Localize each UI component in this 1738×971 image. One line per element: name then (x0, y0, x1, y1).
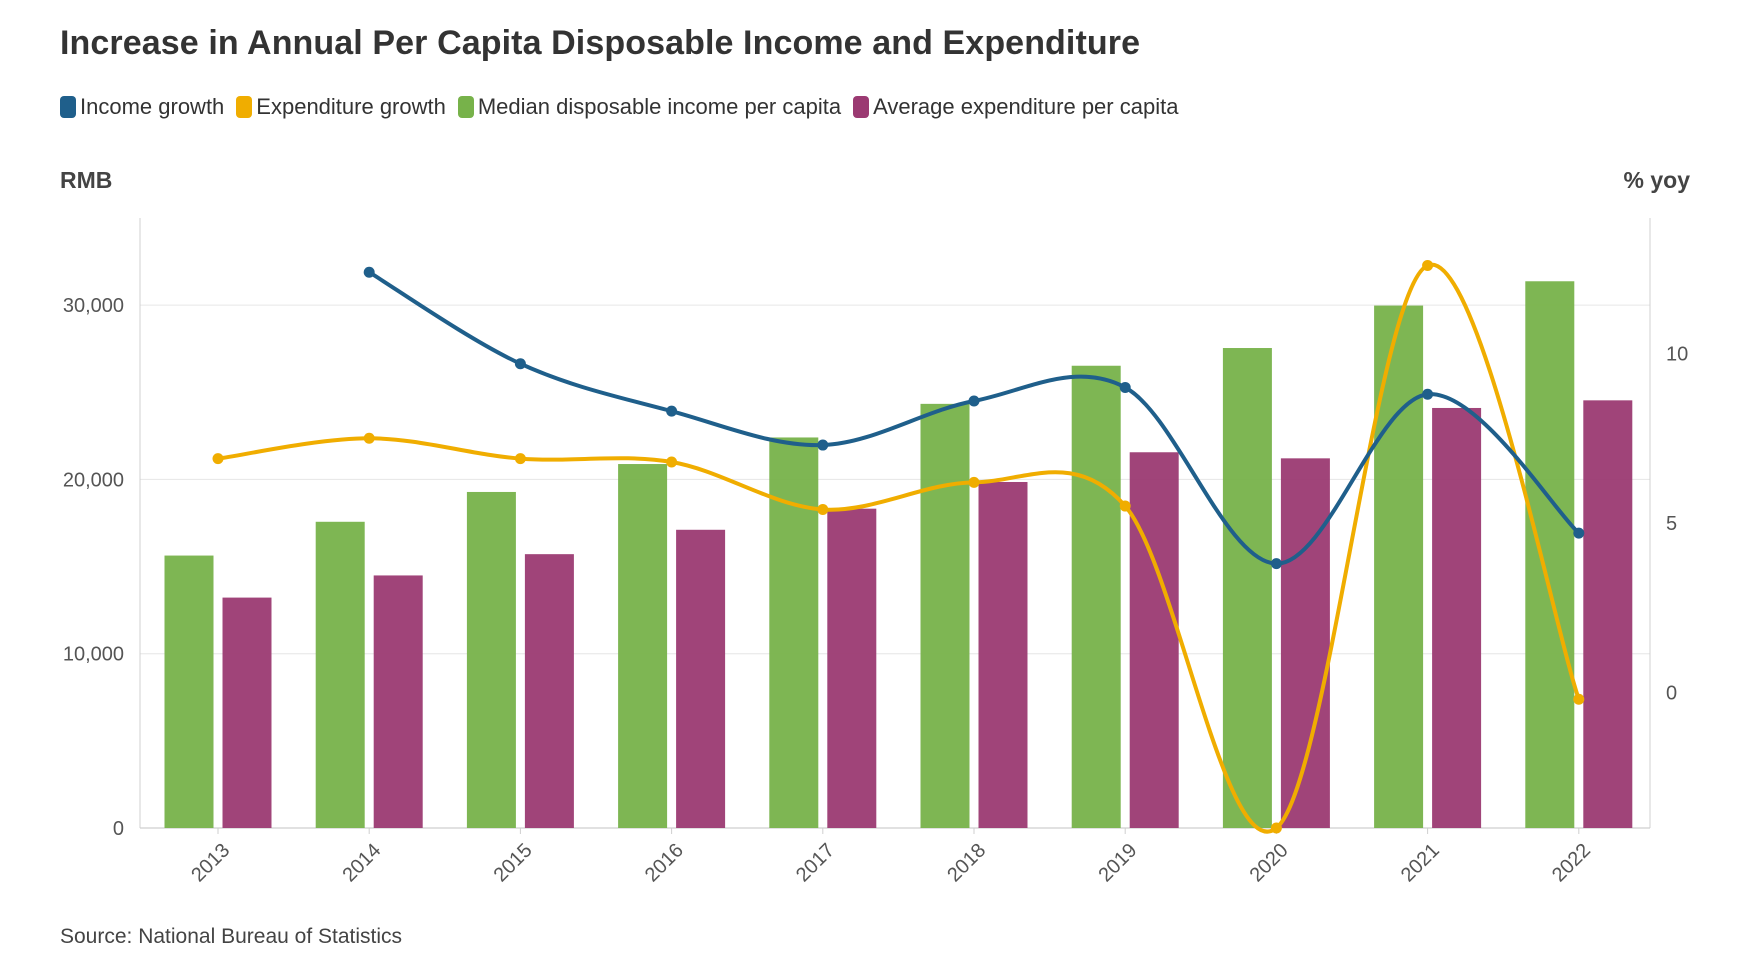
legend-swatch-expenditure-growth (236, 96, 253, 118)
bar-average-expenditure-2021 (1432, 407, 1482, 828)
bar-median-income-2015 (466, 491, 516, 828)
x-tick-label-2021: 2021 (1397, 839, 1444, 886)
x-tick-label-2017: 2017 (792, 839, 839, 886)
legend: Income growth Expenditure growth Median … (60, 94, 1190, 120)
point-income-growth-2015 (514, 358, 526, 370)
bar-median-income-2016 (618, 464, 668, 828)
x-tick-label-2013: 2013 (187, 839, 234, 886)
bar-average-expenditure-2018 (978, 481, 1028, 828)
right-tick-label-0: 0 (1666, 682, 1677, 704)
x-tick-label-2018: 2018 (943, 839, 990, 886)
source-note: Source: National Bureau of Statistics (60, 925, 403, 948)
x-tick-label-2014: 2014 (338, 839, 385, 886)
x-tick-label-2016: 2016 (641, 839, 688, 886)
bar-average-expenditure-2019 (1129, 452, 1179, 828)
point-expenditure-growth-2015 (514, 453, 526, 465)
legend-item-average-expenditure[interactable]: Average expenditure per capita (853, 94, 1178, 120)
bar-average-expenditure-2020 (1280, 458, 1330, 828)
point-expenditure-growth-2014 (363, 432, 375, 444)
point-income-growth-2021 (1422, 388, 1434, 400)
point-income-growth-2022 (1573, 527, 1585, 539)
chart-title: Increase in Annual Per Capita Disposable… (60, 24, 1141, 62)
bar-average-expenditure-2015 (524, 554, 574, 828)
bar-average-expenditure-2013 (222, 597, 272, 828)
bar-median-income-2017 (769, 437, 819, 828)
left-tick-label-10000: 10,000 (63, 644, 124, 666)
right-tick-label-10: 10 (1666, 344, 1688, 366)
point-expenditure-growth-2018 (968, 476, 980, 488)
bar-median-income-2018 (920, 403, 970, 828)
bar-median-income-2020 (1222, 348, 1272, 828)
bar-median-income-2022 (1525, 281, 1575, 828)
point-income-growth-2016 (666, 405, 678, 417)
left-tick-label-20000: 20,000 (63, 469, 124, 491)
line-expenditure-growth (216, 262, 1581, 834)
point-income-growth-2017 (817, 439, 829, 451)
point-expenditure-growth-2020 (1270, 822, 1282, 834)
x-tick-label-2019: 2019 (1094, 839, 1141, 886)
x-tick-label-2015: 2015 (490, 839, 537, 886)
bar-median-income-2013 (164, 555, 214, 828)
legend-label-expenditure-growth: Expenditure growth (256, 94, 446, 119)
legend-label-average-expenditure: Average expenditure per capita (873, 94, 1179, 119)
point-expenditure-growth-2013 (212, 453, 224, 465)
bar-average-expenditure-2016 (676, 529, 726, 828)
point-income-growth-2018 (968, 395, 980, 407)
legend-item-median-income[interactable]: Median disposable income per capita (457, 94, 842, 120)
left-tick-label-0: 0 (113, 818, 124, 840)
legend-label-median-income: Median disposable income per capita (477, 94, 842, 119)
bar-median-income-2019 (1071, 365, 1121, 828)
point-income-growth-2019 (1119, 381, 1131, 393)
right-axis-title: % yoy (1623, 167, 1690, 193)
x-tick-label-2022: 2022 (1548, 839, 1595, 886)
point-expenditure-growth-2019 (1119, 500, 1131, 512)
point-expenditure-growth-2022 (1573, 693, 1585, 705)
point-income-growth-2020 (1270, 558, 1282, 570)
legend-item-income-growth[interactable]: Income growth (60, 94, 224, 120)
legend-item-expenditure-growth[interactable]: Expenditure growth (236, 94, 446, 120)
x-tick-label-2020: 2020 (1246, 839, 1293, 886)
point-income-growth-2014 (363, 266, 375, 278)
legend-swatch-median-income (457, 96, 474, 118)
bar-average-expenditure-2022 (1583, 400, 1633, 828)
line-income-growth (367, 270, 1581, 566)
left-axis-title: RMB (60, 167, 113, 193)
left-tick-label-30000: 30,000 (63, 295, 124, 317)
legend-swatch-average-expenditure (853, 96, 870, 118)
bar-average-expenditure-2017 (827, 508, 877, 828)
legend-label-income-growth: Income growth (80, 94, 225, 119)
legend-swatch-income-growth (60, 96, 76, 118)
bar-median-income-2014 (315, 521, 365, 828)
bar-average-expenditure-2014 (373, 575, 423, 828)
right-tick-label-5: 5 (1666, 513, 1677, 535)
point-expenditure-growth-2021 (1422, 259, 1434, 271)
point-expenditure-growth-2017 (817, 503, 829, 515)
point-expenditure-growth-2016 (666, 456, 678, 468)
